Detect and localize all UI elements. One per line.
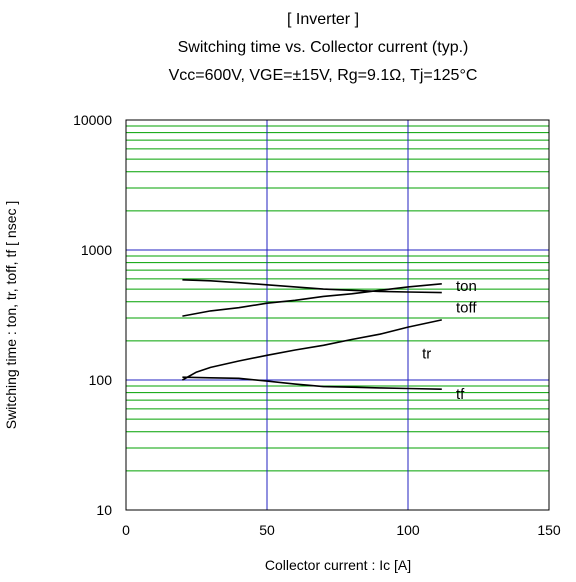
minor-grid bbox=[126, 125, 549, 472]
y-tick-label: 10000 bbox=[73, 112, 112, 128]
x-tick-labels: 0 50 100 150 bbox=[122, 522, 561, 538]
major-grid bbox=[126, 120, 549, 510]
series-label-ton: ton bbox=[456, 278, 477, 295]
y-tick-labels: 10 100 1000 10000 bbox=[73, 112, 112, 518]
x-tick-label: 50 bbox=[259, 522, 275, 538]
chart-title: [ Inverter ] bbox=[287, 11, 359, 28]
curve-tr bbox=[182, 319, 442, 381]
y-axis-label: Switching time : ton, tr, toff, tf [ nse… bbox=[3, 201, 19, 430]
x-tick-label: 100 bbox=[396, 522, 420, 538]
series-labels: ton toff tr tf bbox=[422, 278, 477, 403]
y-tick-label: 1000 bbox=[81, 242, 112, 258]
curve-ton bbox=[182, 283, 442, 317]
y-tick-label: 10 bbox=[96, 502, 112, 518]
chart-conditions: Vcc=600V, VGE=±15V, Rg=9.1Ω, Tj=125°C bbox=[169, 67, 478, 84]
x-axis-label: Collector current : Ic [A] bbox=[265, 557, 411, 573]
series-label-tf: tf bbox=[456, 386, 465, 403]
x-tick-label: 150 bbox=[537, 522, 561, 538]
plot-frame bbox=[125, 119, 550, 511]
chart-subtitle: Switching time vs. Collector current (ty… bbox=[178, 39, 469, 56]
series-label-toff: toff bbox=[456, 300, 477, 317]
curve-tf bbox=[182, 376, 442, 390]
curve-toff bbox=[182, 279, 442, 294]
curves bbox=[182, 279, 442, 390]
series-label-tr: tr bbox=[422, 345, 431, 362]
y-tick-label: 100 bbox=[89, 372, 113, 388]
x-tick-label: 0 bbox=[122, 522, 130, 538]
